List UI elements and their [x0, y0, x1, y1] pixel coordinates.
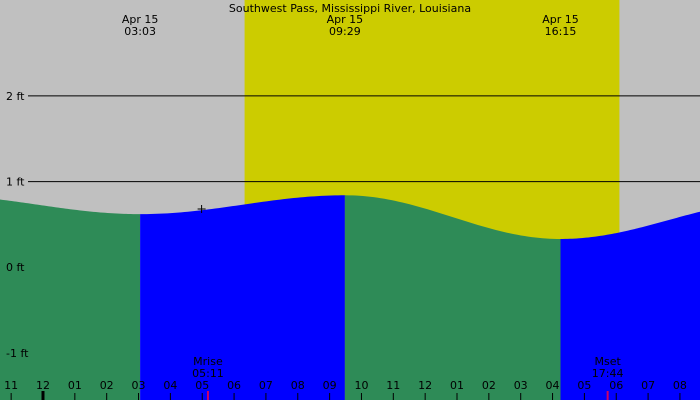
chart-title: Southwest Pass, Mississippi River, Louis…	[229, 2, 471, 15]
tide-segment-rising	[140, 195, 345, 400]
extreme-time-label: 16:15	[545, 25, 577, 38]
x-tick-label: 08	[673, 379, 687, 392]
x-tick-label: 11	[4, 379, 18, 392]
y-tick-label: 1 ft	[6, 176, 25, 189]
x-tick-label: 03	[132, 379, 146, 392]
x-tick-label: 04	[163, 379, 177, 392]
x-tick-label: 10	[354, 379, 368, 392]
x-tick-label: 06	[227, 379, 241, 392]
tide-segment-falling	[0, 199, 141, 400]
x-tick-label: 06	[609, 379, 623, 392]
x-tick-label: 07	[259, 379, 273, 392]
x-tick-label: 12	[36, 379, 50, 392]
y-axis-labels: 2 ft 1 ft 0 ft -1 ft	[6, 90, 29, 360]
moon-event-time: 05:11	[192, 367, 224, 380]
x-tick-label: 05	[577, 379, 591, 392]
extreme-date-label: Apr 15	[327, 13, 364, 26]
gridlines	[28, 95, 700, 183]
moon-event-label: Mset	[594, 355, 621, 368]
x-tick-label: 09	[323, 379, 337, 392]
y-tick-label: 0 ft	[6, 261, 25, 274]
x-tick-label: 04	[546, 379, 560, 392]
moon-event-label: Mrise	[193, 355, 223, 368]
x-tick-label: 02	[482, 379, 496, 392]
x-axis: 11 12 01 02 03 04 05 06 07 08 09 10 11 12 01 02 03 04 05 06…	[4, 379, 687, 400]
x-tick-label: 01	[68, 379, 82, 392]
present-marker	[197, 204, 206, 213]
y-tick-label: 2 ft	[6, 90, 25, 103]
extreme-date-label: Apr 15	[122, 13, 159, 26]
moon-event-time: 17:44	[592, 367, 624, 380]
y-tick-label: -1 ft	[6, 347, 29, 360]
extreme-time-label: 09:29	[329, 25, 361, 38]
tide-curve	[0, 195, 700, 400]
x-tick-label: 03	[514, 379, 528, 392]
tide-segment-falling	[344, 195, 561, 400]
x-tick-label: 08	[291, 379, 305, 392]
x-tick-label: 01	[450, 379, 464, 392]
tide-segment-rising	[560, 211, 700, 400]
x-tick-label: 07	[641, 379, 655, 392]
extreme-date-label: Apr 15	[542, 13, 579, 26]
x-tick-label: 11	[386, 379, 400, 392]
x-tick-label: 02	[100, 379, 114, 392]
extreme-time-label: 03:03	[124, 25, 156, 38]
x-tick-label: 12	[418, 379, 432, 392]
x-tick-label: 05	[195, 379, 209, 392]
